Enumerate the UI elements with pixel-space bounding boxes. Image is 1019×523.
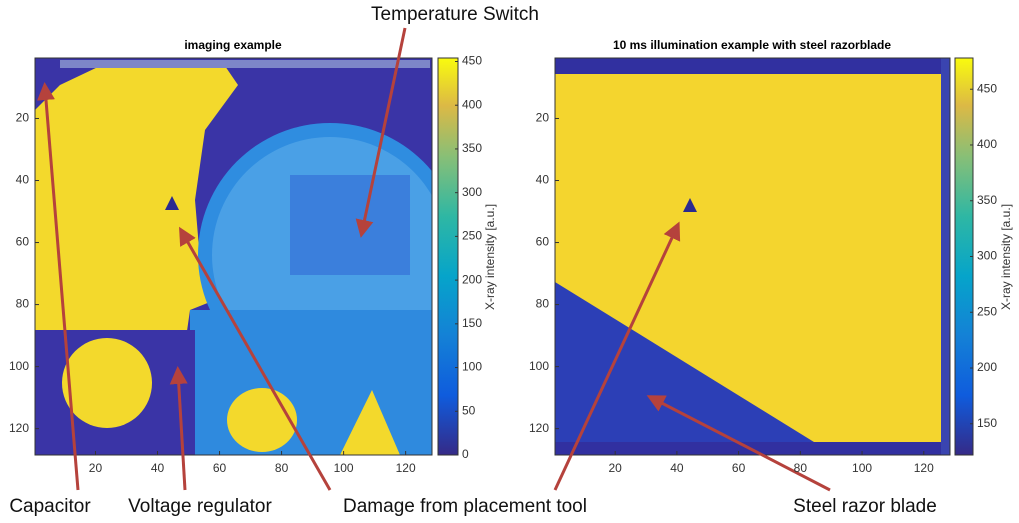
colorbar-tick-label: 450 [977,81,997,95]
colorbar-tick-label: 400 [977,137,997,151]
y-tick-label: 20 [16,111,30,125]
arrow [553,221,681,491]
colorbar-tick-label: 300 [462,185,482,199]
annotations: Temperature Switch Capacitor Voltage reg… [9,4,936,517]
x-tick-label: 100 [334,461,354,475]
colorbar [437,57,459,456]
chart-title: imaging example [184,38,282,52]
x-tick-label: 80 [275,461,289,475]
x-tick-label: 80 [794,461,808,475]
x-tick-label: 40 [151,461,165,475]
colorbar-tick-label: 250 [977,304,997,318]
x-tick-label: 120 [396,461,416,475]
y-tick-label: 100 [9,359,29,373]
y-tick-label: 100 [529,359,549,373]
x-tick-label: 100 [852,461,872,475]
x-tick-label: 20 [608,461,622,475]
arrow [646,395,831,492]
annotation: Capacitor [9,496,91,517]
image-left [35,58,432,455]
x-tick-label: 60 [213,461,227,475]
annotation: Temperature Switch [371,4,539,25]
annotation: Voltage regulator [128,496,272,517]
y-tick-label: 80 [536,297,550,311]
colorbar-tick-label: 400 [462,97,482,111]
colorbar-tick-label: 450 [462,54,482,68]
x-tick-label: 20 [89,461,103,475]
y-tick-label: 120 [529,421,549,435]
colorbar-tick-label: 200 [977,360,997,374]
y-tick-label: 40 [16,173,30,187]
y-tick-label: 60 [536,235,550,249]
colorbar-tick-label: 100 [462,360,482,374]
y-tick-label: 20 [536,111,550,125]
colorbar-tick-label: 50 [462,403,476,417]
x-tick-label: 40 [670,461,684,475]
image-right [555,58,950,455]
chart-title: 10 ms illumination example with steel ra… [613,38,891,52]
arrow [37,82,80,491]
arrow [355,27,407,238]
x-tick-label: 60 [732,461,746,475]
colorbar-tick-label: 200 [462,272,482,286]
y-tick-label: 40 [536,173,550,187]
colorbar-tick-label: 350 [977,193,997,207]
axes-frame [554,57,951,456]
colorbar-tick-label: 150 [977,416,997,430]
y-tick-label: 60 [16,235,30,249]
colorbar-tick-label: 300 [977,249,997,263]
annotation: Damage from placement tool [343,496,587,517]
arrow [169,366,188,491]
colorbar-label: X-ray intensity [a.u.] [999,204,1013,310]
colorbar-label: X-ray intensity [a.u.] [483,204,497,310]
y-tick-label: 120 [9,421,29,435]
colorbar-tick-label: 250 [462,229,482,243]
colorbar-tick-label: 350 [462,141,482,155]
axes-frame [34,57,433,456]
annotation: Steel razor blade [793,496,937,517]
colorbar-tick-label: 0 [462,447,469,461]
arrow [179,226,332,491]
y-tick-label: 80 [16,297,30,311]
colorbar-tick-label: 150 [462,316,482,330]
x-tick-label: 120 [914,461,934,475]
